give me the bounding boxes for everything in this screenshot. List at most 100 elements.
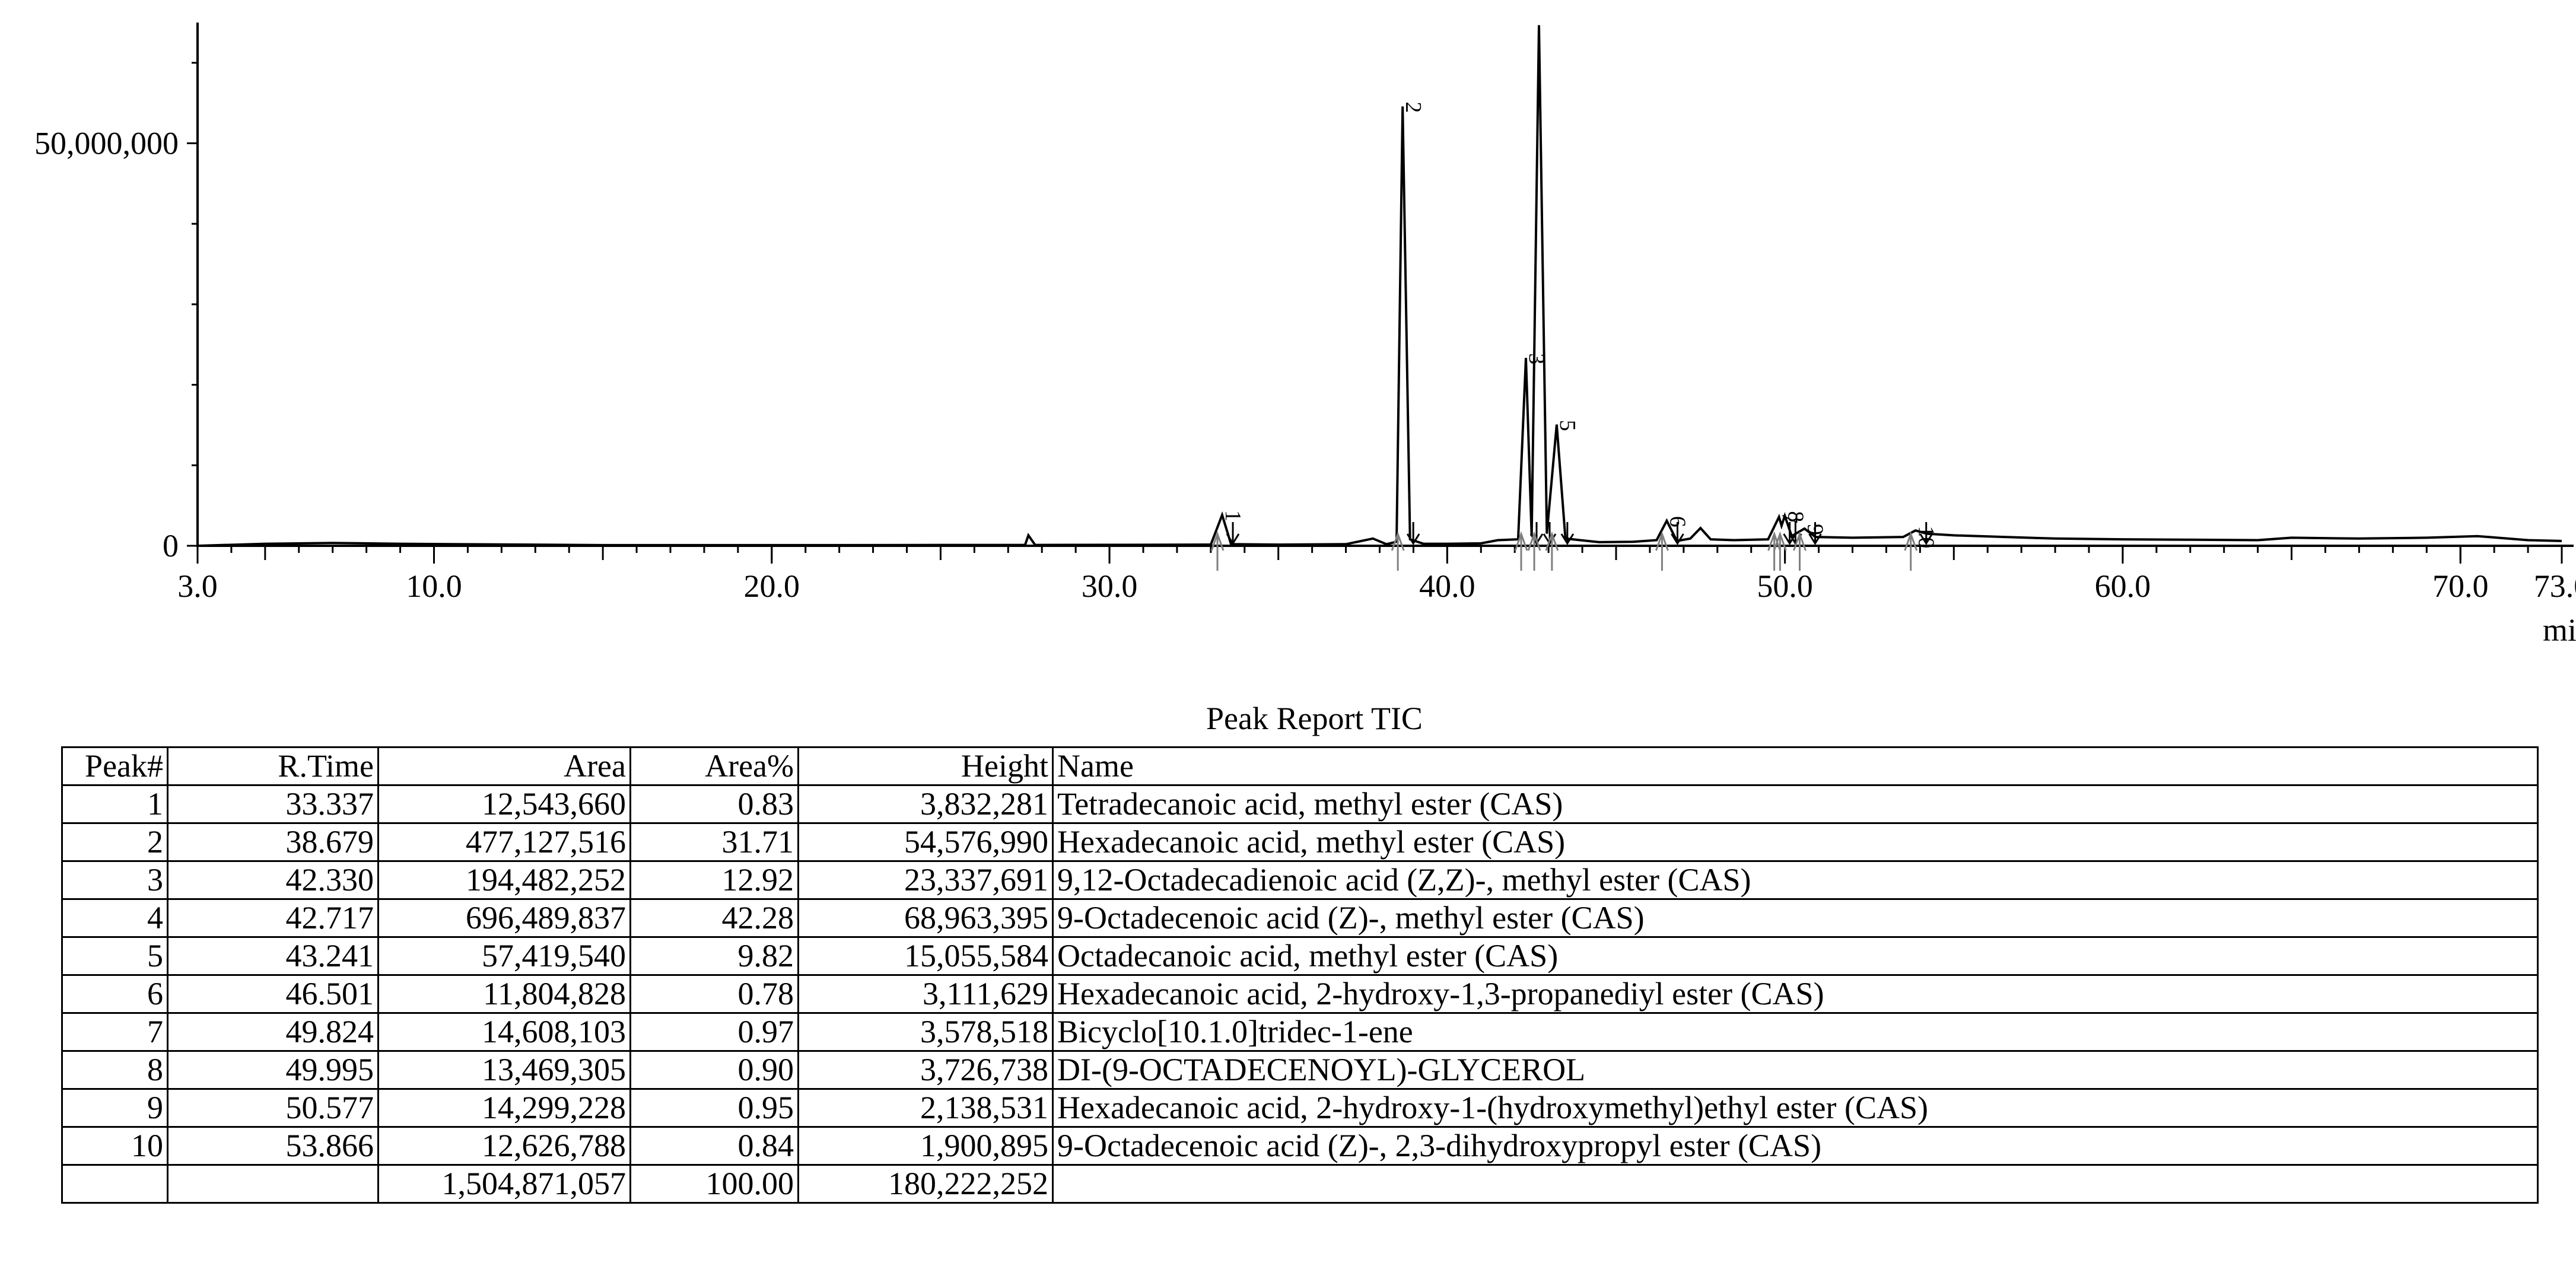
cell-height: 54,576,990 bbox=[797, 822, 1054, 862]
cell-height: 23,337,691 bbox=[797, 860, 1054, 900]
cell-name: Tetradecanoic acid, methyl ester (CAS) bbox=[1052, 784, 2539, 824]
cell-rtime: 38.679 bbox=[167, 822, 379, 862]
cell-height: 3,726,738 bbox=[797, 1050, 1054, 1090]
x-tick-label: 40.0 bbox=[1419, 568, 1475, 604]
peak-report-table: Peak# R.Time Area Area% Height Name 1 33.… bbox=[61, 746, 2539, 1204]
cell-height: 3,578,518 bbox=[797, 1012, 1054, 1052]
cell-area: 13,469,305 bbox=[377, 1050, 631, 1090]
cell-name: Bicyclo[10.1.0]tridec-1-ene bbox=[1052, 1012, 2539, 1052]
cell-area-percent: 0.90 bbox=[629, 1050, 799, 1090]
peak-end-arrowhead bbox=[1783, 533, 1796, 545]
peak-start-arrowhead bbox=[1904, 531, 1918, 551]
header-area-percent: Area% bbox=[629, 746, 799, 786]
cell-name: Hexadecanoic acid, methyl ester (CAS) bbox=[1052, 822, 2539, 862]
cell-height: 15,055,584 bbox=[797, 936, 1054, 976]
cell-area-percent: 31.71 bbox=[629, 822, 799, 862]
cell-area: 194,482,252 bbox=[377, 860, 631, 900]
peak-number-label: 8 bbox=[1783, 511, 1808, 522]
cell-peak: 6 bbox=[61, 974, 168, 1014]
chart-axes bbox=[196, 23, 2574, 547]
x-tick-label: 60.0 bbox=[2095, 568, 2151, 604]
chart-peak-labels: 1 2 3 5 6 78 9 10 bbox=[1210, 101, 1939, 571]
peak-marker: 9 bbox=[1793, 522, 1827, 571]
x-tick-label: 73.0 bbox=[2534, 568, 2576, 604]
peak-start-arrowhead bbox=[1527, 531, 1541, 551]
table-row: 9 50.577 14,299,228 0.95 2,138,531 Hexadecano… bbox=[61, 1088, 2539, 1128]
cell-height: 68,963,395 bbox=[797, 898, 1054, 938]
header-rtime: R.Time bbox=[167, 746, 379, 786]
cell-peak: 4 bbox=[61, 898, 168, 938]
y-tick-label: 50,000,000 bbox=[34, 126, 179, 161]
x-tick-label: 30.0 bbox=[1082, 568, 1138, 604]
peak-start-arrowhead bbox=[1391, 531, 1405, 551]
table-header-row: Peak# R.Time Area Area% Height Name bbox=[61, 746, 2539, 786]
cell-rtime: 42.330 bbox=[167, 860, 379, 900]
cell-area-percent: 42.28 bbox=[629, 898, 799, 938]
cell-area-percent: 0.78 bbox=[629, 974, 799, 1014]
cell-rtime: 33.337 bbox=[167, 784, 379, 824]
cell-rtime: 42.717 bbox=[167, 898, 379, 938]
cell-area-percent: 9.82 bbox=[629, 936, 799, 976]
cell-height: 3,111,629 bbox=[797, 974, 1054, 1014]
cell-area-percent: 12.92 bbox=[629, 860, 799, 900]
table-row: 2 38.679 477,127,516 31.71 54,576,990 Hexadec… bbox=[61, 822, 2539, 862]
cell-peak: 10 bbox=[61, 1126, 168, 1166]
cell-height: 1,900,895 bbox=[797, 1126, 1054, 1166]
cell-area-percent: 0.84 bbox=[629, 1126, 799, 1166]
cell-area: 57,419,540 bbox=[377, 936, 631, 976]
x-tick-label: 10.0 bbox=[406, 568, 462, 604]
cell-area: 477,127,516 bbox=[377, 822, 631, 862]
cell-peak: 5 bbox=[61, 936, 168, 976]
header-peak: Peak# bbox=[61, 746, 168, 786]
peak-marker: 1 bbox=[1210, 510, 1245, 571]
cell-peak: 2 bbox=[61, 822, 168, 862]
peak-start-arrowhead bbox=[1767, 531, 1782, 551]
peak-number-label: 7 bbox=[1777, 512, 1802, 523]
peak-marker: 8 bbox=[1773, 511, 1808, 571]
peak-number-label: 3 bbox=[1524, 353, 1549, 364]
peak-end-arrowhead bbox=[1560, 533, 1575, 545]
cell-peak bbox=[61, 1164, 168, 1204]
cell-rtime: 50.577 bbox=[167, 1088, 379, 1128]
cell-area-percent: 0.83 bbox=[629, 784, 799, 824]
peak-marker: 2 bbox=[1391, 101, 1426, 571]
peak-number-label: 2 bbox=[1401, 101, 1426, 113]
x-tick-label: 3.0 bbox=[177, 568, 218, 604]
cell-area-percent: 100.00 bbox=[629, 1164, 799, 1204]
table-row: 6 46.501 11,804,828 0.78 3,111,629 Hexadecano… bbox=[61, 974, 2539, 1014]
peak-start-arrowhead bbox=[1655, 531, 1669, 551]
header-height: Height bbox=[797, 746, 1054, 786]
cell-peak: 1 bbox=[61, 784, 168, 824]
peak-number-label: 5 bbox=[1555, 420, 1580, 431]
peak-start-arrowhead bbox=[1210, 531, 1225, 551]
table-row: 4 42.717 696,489,837 42.28 68,963,395 9-Octad… bbox=[61, 898, 2539, 938]
cell-area-percent: 0.95 bbox=[629, 1088, 799, 1128]
peak-end-arrowhead bbox=[1226, 533, 1240, 545]
peak-number-label: 10 bbox=[1914, 526, 1939, 548]
cell-peak: 3 bbox=[61, 860, 168, 900]
peak-end-arrowhead bbox=[1808, 533, 1822, 545]
peak-end-arrowhead bbox=[1919, 533, 1933, 545]
cell-peak: 7 bbox=[61, 1012, 168, 1052]
cell-area: 12,543,660 bbox=[377, 784, 631, 824]
header-area: Area bbox=[377, 746, 631, 786]
cell-name: Octadecanoic acid, methyl ester (CAS) bbox=[1052, 936, 2539, 976]
table-row: 10 53.866 12,626,788 0.84 1,900,895 9-Octadec… bbox=[61, 1126, 2539, 1166]
peak-report-title: Peak Report TIC bbox=[1206, 701, 1423, 736]
peak-marker: 6 bbox=[1655, 516, 1690, 571]
cell-area: 11,804,828 bbox=[377, 974, 631, 1014]
peak-marker: 10 bbox=[1904, 522, 1939, 571]
cell-rtime: 49.995 bbox=[167, 1050, 379, 1090]
chart-trace bbox=[197, 25, 2562, 547]
table-row: 1 33.337 12,543,660 0.83 3,832,281 Tetradecan… bbox=[61, 784, 2539, 824]
cell-rtime bbox=[167, 1164, 379, 1204]
table-totals-row: 1,504,871,057 100.00 180,222,252 bbox=[61, 1164, 2539, 1204]
cell-rtime: 53.866 bbox=[167, 1126, 379, 1166]
peak-end-arrowhead bbox=[1406, 533, 1420, 545]
cell-area-percent: 0.97 bbox=[629, 1012, 799, 1052]
cell-area: 14,299,228 bbox=[377, 1088, 631, 1128]
peak-number-label: 9 bbox=[1802, 524, 1827, 535]
peak-start-arrowhead bbox=[1793, 531, 1807, 551]
x-tick-label: 50.0 bbox=[1757, 568, 1813, 604]
cell-height: 2,138,531 bbox=[797, 1088, 1054, 1128]
